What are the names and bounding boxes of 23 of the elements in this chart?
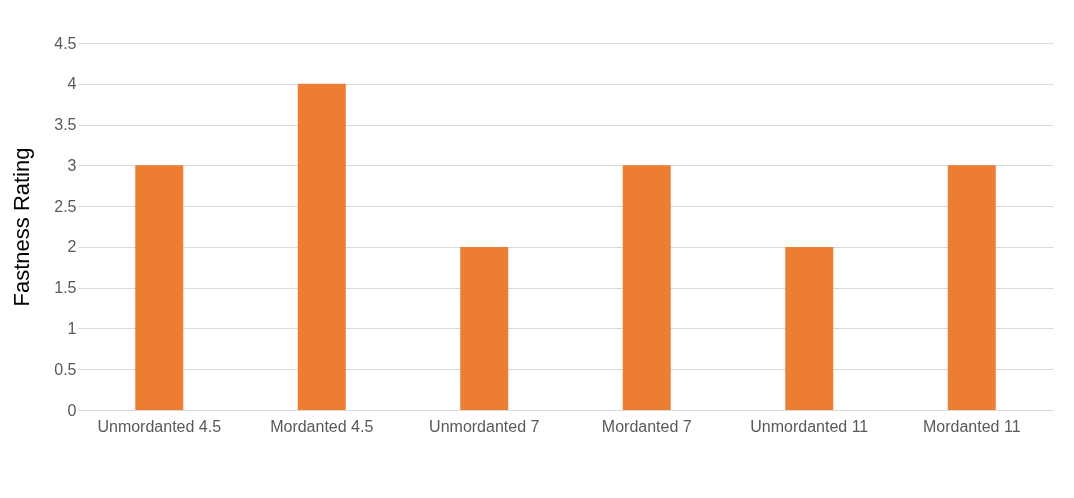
y-tick-label: 0	[67, 401, 77, 419]
y-tick-label: 3.5	[54, 116, 77, 134]
y-tick-label: 4	[67, 75, 77, 93]
x-tick-label: Unmordanted 7	[429, 417, 540, 435]
bar	[947, 165, 996, 410]
y-tick-label: 4.5	[54, 34, 77, 52]
x-tick-label: Mordanted 11	[922, 417, 1021, 435]
x-tick-label: Mordanted 4.5	[270, 417, 374, 435]
bar	[135, 165, 184, 410]
bar	[460, 246, 509, 410]
bar	[622, 165, 671, 410]
y-tick-label: 1	[67, 319, 77, 337]
y-tick-label: 2	[67, 238, 77, 256]
y-tick-label: 0.5	[54, 360, 77, 378]
x-tick-label: Mordanted 7	[601, 417, 692, 435]
y-tick-label: 3	[67, 156, 77, 174]
y-tick-label: 2.5	[54, 197, 77, 215]
bar	[785, 246, 834, 410]
y-axis-title: Fastness Rating	[9, 147, 35, 307]
bar	[297, 83, 346, 410]
x-tick-label: Unmordanted 11	[750, 417, 869, 435]
y-tick-label: 1.5	[54, 279, 77, 297]
x-tick-label: Unmordanted 4.5	[97, 417, 222, 435]
